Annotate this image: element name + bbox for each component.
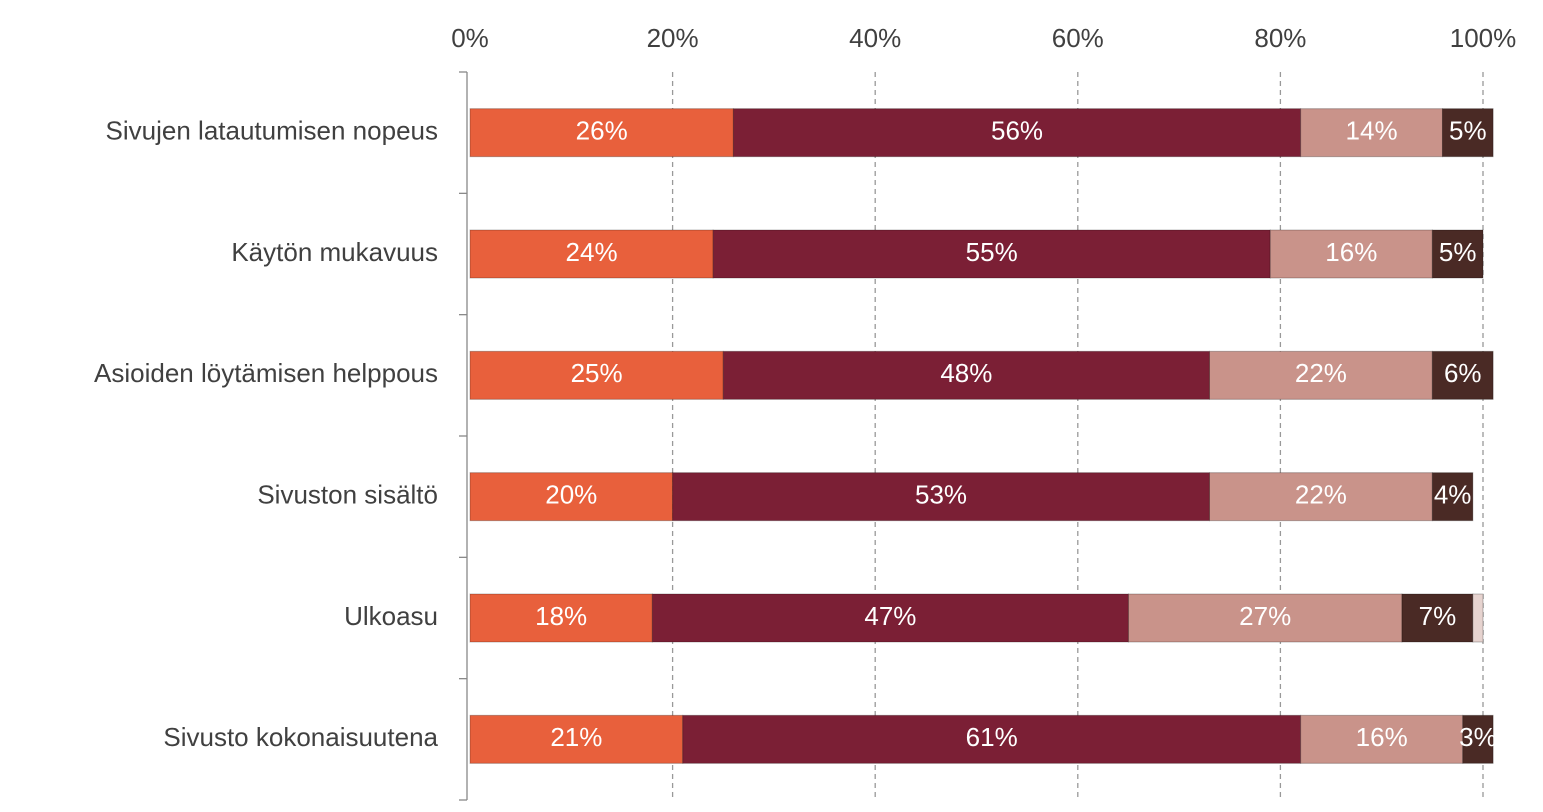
y-tick-label: Ulkoasu <box>344 601 438 631</box>
x-tick-label: 100% <box>1450 23 1517 53</box>
data-label: 7% <box>1419 601 1457 631</box>
bar-segment <box>469 108 734 158</box>
data-label: 16% <box>1325 237 1377 267</box>
data-label: 24% <box>566 237 618 267</box>
bar-segment <box>1300 108 1443 158</box>
data-label: 16% <box>1356 722 1408 752</box>
y-tick-label: Sivujen latautumisen nopeus <box>106 116 438 146</box>
bar-segment <box>469 472 674 522</box>
y-tick-label: Käytön mukavuus <box>231 237 438 267</box>
x-tick-label: 60% <box>1052 23 1104 53</box>
bar-segment <box>1472 593 1484 643</box>
bar-segment <box>1431 350 1494 400</box>
bar-segment <box>722 350 1210 400</box>
data-label: 5% <box>1439 237 1477 267</box>
data-label: 61% <box>966 722 1018 752</box>
y-tick-label: Asioiden löytämisen helppous <box>94 358 438 388</box>
bar-segment <box>1462 714 1494 764</box>
data-label: 6% <box>1444 358 1482 388</box>
y-tick-label: Sivusto kokonaisuutena <box>163 722 438 752</box>
bar-segment <box>469 350 724 400</box>
bar-segment <box>1401 593 1474 643</box>
bar-segment <box>1208 350 1433 400</box>
data-label: 47% <box>864 601 916 631</box>
data-label: 26% <box>576 116 628 146</box>
bar-segment <box>469 593 653 643</box>
data-label: 48% <box>940 358 992 388</box>
bar-segment <box>469 229 714 279</box>
data-label: 53% <box>915 480 967 510</box>
bar-segment <box>1441 108 1494 158</box>
bar-segment <box>682 714 1302 764</box>
data-label: 5% <box>1449 116 1487 146</box>
x-tick-label: 0% <box>451 23 489 53</box>
data-label: 14% <box>1346 116 1398 146</box>
data-label: 20% <box>545 480 597 510</box>
y-tick-label: Sivuston sisältö <box>257 480 438 510</box>
bar-segment <box>712 229 1271 279</box>
bar-segment <box>1269 229 1433 279</box>
data-label: 27% <box>1239 601 1291 631</box>
bar-segment <box>672 472 1210 522</box>
data-label: 22% <box>1295 480 1347 510</box>
x-tick-label: 80% <box>1254 23 1306 53</box>
data-label: 55% <box>966 237 1018 267</box>
data-label: 56% <box>991 116 1043 146</box>
x-tick-label: 40% <box>849 23 901 53</box>
bar-segment <box>732 108 1302 158</box>
data-label: 4% <box>1434 480 1472 510</box>
x-tick-label: 20% <box>647 23 699 53</box>
data-label: 3% <box>1459 722 1497 752</box>
data-label: 22% <box>1295 358 1347 388</box>
data-label: 21% <box>550 722 602 752</box>
bar-segment <box>1127 593 1403 643</box>
data-label: 25% <box>571 358 623 388</box>
bar-segment <box>1431 472 1474 522</box>
data-label: 18% <box>535 601 587 631</box>
bar-segment <box>651 593 1129 643</box>
bar-segment <box>1431 229 1484 279</box>
bar-segment <box>1208 472 1433 522</box>
